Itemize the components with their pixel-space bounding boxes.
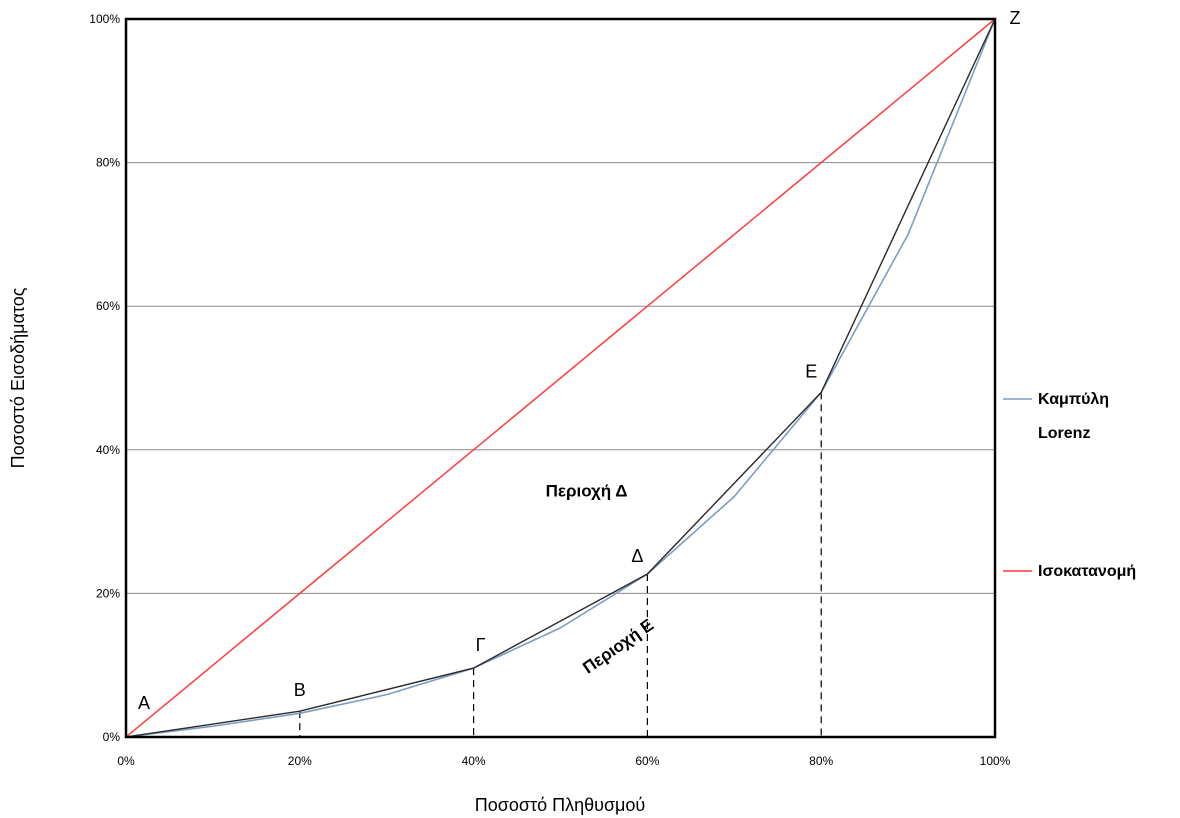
region-label: Περιοχή Δ xyxy=(546,481,628,500)
region-label: Περιοχή Ε xyxy=(579,615,657,677)
tick-labels: 0% 20% 40% 60% 80% 100% 0% 20% 40% 60% 80% 100% xyxy=(89,12,1010,768)
point-label: Z xyxy=(1010,8,1021,28)
region-annotations: Περιοχή Δ Περιοχή Ε xyxy=(546,481,657,677)
x-tick-label: 20% xyxy=(288,754,312,768)
point-label: Γ xyxy=(476,635,486,655)
x-tick-label: 0% xyxy=(117,754,135,768)
legend-label-lorenz: Lorenz xyxy=(1038,425,1090,442)
drop-lines xyxy=(299,392,822,737)
y-tick-label: 80% xyxy=(96,156,120,170)
lorenz-polyline xyxy=(125,18,996,738)
x-axis-title: Ποσοστό Πληθυσμού xyxy=(475,795,646,815)
x-tick-label: 60% xyxy=(635,754,659,768)
plot-frame xyxy=(124,17,997,739)
point-label: Δ xyxy=(631,546,643,566)
y-tick-label: 40% xyxy=(96,443,120,457)
y-tick-label: 0% xyxy=(103,730,121,744)
y-axis-title: Ποσοστό Εισοδήματος xyxy=(8,287,28,468)
equality-line xyxy=(125,18,996,738)
x-tick-label: 100% xyxy=(980,754,1011,768)
gridlines xyxy=(126,162,995,594)
y-tick-label: 60% xyxy=(96,299,120,313)
point-label: A xyxy=(138,693,150,713)
point-label: E xyxy=(805,361,817,381)
legend-label-lorenz: Καμπύλη xyxy=(1038,391,1109,408)
y-tick-label: 20% xyxy=(96,586,120,600)
lorenz-curve xyxy=(125,18,996,738)
x-tick-label: 80% xyxy=(809,754,833,768)
point-label: B xyxy=(294,680,306,700)
point-labels: A B Γ Δ E Z xyxy=(138,8,1021,713)
series-lines xyxy=(125,18,996,738)
legend: Καμπύλη Lorenz Ισοκατανομή xyxy=(1003,391,1136,580)
legend-label-equality: Ισοκατανομή xyxy=(1038,563,1136,580)
y-tick-label: 100% xyxy=(89,12,120,26)
x-tick-label: 40% xyxy=(462,754,486,768)
